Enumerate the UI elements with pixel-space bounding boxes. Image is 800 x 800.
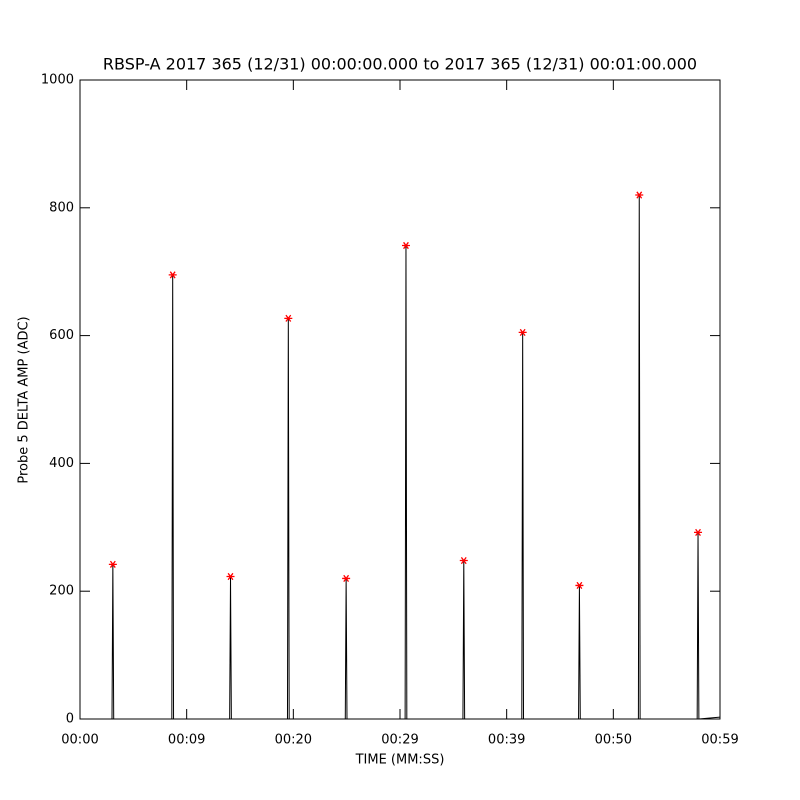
- x-tick-label: 00:39: [488, 733, 525, 748]
- peak-marker: [108, 560, 117, 568]
- peak-marker: [459, 556, 468, 565]
- y-axis-label: Probe 5 DELTA AMP (ADC): [17, 316, 32, 483]
- peak-marker: [575, 581, 584, 590]
- peak-marker: [284, 314, 293, 322]
- peak-marker: [226, 572, 235, 581]
- x-tick-label: 00:00: [61, 733, 98, 748]
- x-tick-label: 00:50: [595, 733, 632, 748]
- y-tick-label: 0: [66, 712, 74, 727]
- peak-marker: [518, 328, 527, 336]
- chart-title: RBSP-A 2017 365 (12/31) 00:00:00.000 to …: [103, 55, 697, 74]
- x-tick-label: 00:59: [701, 733, 738, 748]
- peak-marker: [342, 574, 351, 583]
- y-tick-label: 800: [49, 200, 74, 215]
- peak-marker: [635, 191, 644, 199]
- x-axis-label: TIME (MM:SS): [355, 753, 445, 768]
- peak-marker: [168, 271, 177, 279]
- peak-marker: [694, 528, 703, 537]
- data-line: [111, 195, 721, 720]
- x-tick-label: 00:20: [275, 733, 312, 748]
- peak-marker: [401, 241, 410, 250]
- x-tick-label: 00:29: [381, 733, 418, 748]
- y-tick-label: 400: [49, 456, 74, 471]
- y-tick-label: 200: [49, 584, 74, 599]
- y-tick-label: 600: [49, 328, 74, 343]
- x-tick-label: 00:09: [168, 733, 205, 748]
- y-tick-label: 1000: [41, 73, 74, 88]
